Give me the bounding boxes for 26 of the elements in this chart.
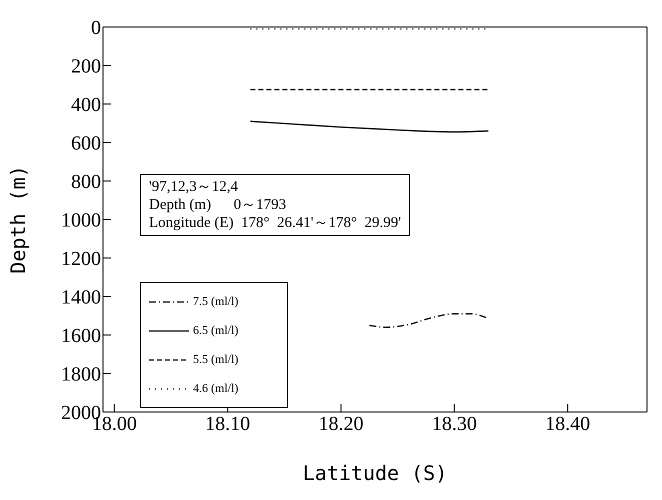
x-tick-label: 18.30 bbox=[432, 413, 477, 436]
legend-label: 6.5 (ml/l) bbox=[193, 323, 238, 338]
y-tick-label: 1400 bbox=[61, 286, 101, 309]
line-series bbox=[368, 313, 489, 328]
annotation: '97,12,3～12,4 bbox=[149, 178, 239, 196]
annotation: Depth (m) 0～1793 bbox=[149, 196, 288, 214]
x-tick-label: 18.10 bbox=[205, 413, 250, 436]
y-tick-label: 200 bbox=[71, 56, 101, 78]
y-tick-label: 1600 bbox=[61, 325, 101, 348]
x-axis-title: Latitude (S) bbox=[302, 461, 448, 485]
y-tick-label: 400 bbox=[71, 94, 101, 116]
y-tick-label: 800 bbox=[71, 171, 101, 194]
x-tick-label: 18.20 bbox=[318, 413, 364, 436]
y-tick-label: 0 bbox=[91, 17, 101, 40]
legend-label: 7.5 (ml/l) bbox=[193, 294, 238, 309]
annotation: Longitude (E) 178° 26.41'～178° 29.99' bbox=[149, 214, 401, 232]
y-axis-title: Depth (m) bbox=[6, 165, 30, 274]
y-tick-label: 1800 bbox=[61, 364, 101, 386]
legend-label: 4.6 (ml/l) bbox=[193, 381, 238, 396]
x-tick-label: 18.40 bbox=[545, 413, 590, 436]
y-tick-label: 1200 bbox=[61, 248, 101, 270]
line-series bbox=[250, 120, 489, 133]
y-tick-label: 600 bbox=[71, 132, 101, 155]
y-tick-label: 1000 bbox=[61, 210, 101, 232]
legend-label: 5.5 (ml/l) bbox=[193, 352, 238, 367]
info-box: '97,12,3～12,4 Depth (m) 0～1793 Longitude (E) 178° 26.41'～178° 29.99' bbox=[140, 174, 410, 236]
